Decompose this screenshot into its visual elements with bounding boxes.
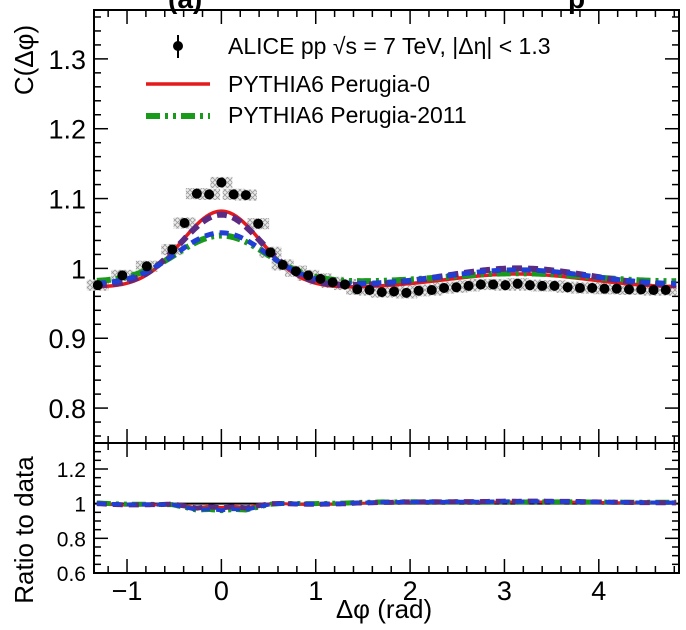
- data-point: [303, 270, 314, 281]
- data-point: [265, 247, 276, 258]
- data-point: [599, 283, 610, 294]
- data-point: [660, 285, 671, 296]
- data-point: [488, 279, 499, 290]
- x-tick-label: 4: [591, 576, 606, 606]
- data-point: [451, 282, 462, 293]
- data-point: [315, 273, 326, 284]
- data-point: [204, 189, 215, 200]
- data-point: [636, 284, 647, 295]
- data-point: [339, 279, 350, 290]
- data-point: [327, 277, 338, 288]
- x-tick-label: 3: [497, 576, 512, 606]
- data-point: [512, 278, 523, 289]
- y-tick-label: 1: [71, 254, 86, 284]
- y-tick-label: 0.8: [48, 394, 86, 424]
- data-point: [228, 189, 239, 200]
- panel-title: (a): [168, 0, 202, 14]
- data-point: [141, 261, 152, 272]
- data-point: [413, 285, 424, 296]
- legend-label-data: ALICE pp √s = 7 TeV, |Δη| < 1.3: [228, 33, 551, 59]
- data-point: [216, 177, 227, 188]
- data-point: [389, 286, 400, 297]
- model-curve-main-3: [96, 230, 677, 286]
- y-tick-label: 1.3: [48, 45, 86, 75]
- data-point: [648, 285, 659, 296]
- data-point: [549, 280, 560, 291]
- data-point: [524, 280, 535, 291]
- model-curve-main-2: [95, 211, 678, 288]
- legend-marker-data: [173, 35, 183, 58]
- data-point: [439, 282, 450, 293]
- data-point: [290, 266, 301, 277]
- data-point: [401, 287, 412, 298]
- ratio-plot-area: [94, 498, 679, 514]
- ratio-axis-ticks: −1 0 1 2 3 4 0.6 0.8 1 1.2: [57, 443, 679, 606]
- data-point: [562, 282, 573, 293]
- data-point: [537, 280, 548, 291]
- x-axis-title: Δφ (rad): [336, 594, 432, 624]
- legend: ALICE pp √s = 7 TeV, |Δη| < 1.3 PYTHIA6 …: [146, 33, 551, 128]
- data-point: [167, 244, 178, 255]
- ratio-plot-frame: [93, 442, 680, 574]
- main-plot-area: [86, 176, 678, 299]
- legend-label-perugia2011: PYTHIA6 Perugia-2011: [228, 102, 467, 128]
- data-point: [92, 280, 103, 291]
- x-tick-label: 2: [403, 576, 418, 606]
- data-point: [500, 280, 511, 291]
- ratio-y-tick-label: 0.8: [57, 528, 86, 551]
- data-point: [623, 284, 634, 295]
- model-curve-ratio-3: [96, 499, 677, 513]
- data-point: [240, 190, 251, 201]
- data-point: [179, 218, 190, 229]
- data-point: [611, 283, 622, 294]
- data-point: [426, 285, 437, 296]
- panel-title-suffix: p: [568, 0, 585, 14]
- data-point: [352, 284, 363, 295]
- ratio-y-axis-title: Ratio to data: [9, 456, 39, 604]
- y-tick-label: 1.1: [48, 185, 86, 215]
- x-tick-label: −1: [112, 576, 143, 606]
- x-tick-label: 0: [214, 576, 229, 606]
- data-point: [253, 218, 264, 229]
- data-point: [376, 287, 387, 298]
- ratio-y-tick-label: 0.6: [57, 563, 86, 586]
- legend-label-perugia0: PYTHIA6 Perugia-0: [228, 71, 430, 97]
- y-tick-label: 0.9: [48, 324, 86, 354]
- ratio-y-tick-label: 1: [74, 494, 86, 517]
- data-point: [191, 188, 202, 199]
- data-point: [277, 259, 288, 270]
- data-point: [463, 280, 474, 291]
- x-tick-label: 1: [308, 576, 323, 606]
- data-point: [475, 279, 486, 290]
- y-axis-title: C(Δφ): [9, 25, 39, 95]
- data-point: [574, 282, 585, 293]
- data-point: [587, 282, 598, 293]
- ratio-y-tick-label: 1.2: [57, 459, 86, 482]
- y-tick-label: 1.2: [48, 115, 86, 145]
- main-axis-ticks: 0.8 0.9 1 1.1 1.2 1.3: [48, 10, 679, 443]
- data-point: [364, 285, 375, 296]
- data-point: [117, 270, 128, 281]
